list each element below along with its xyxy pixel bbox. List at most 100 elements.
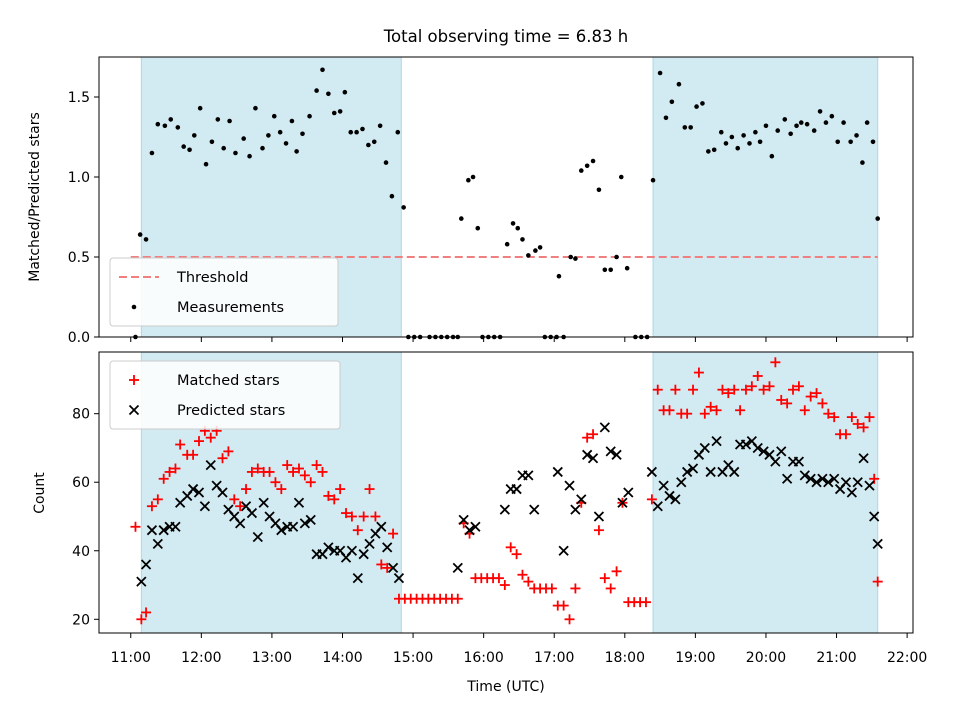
matched-point <box>229 494 240 505</box>
matched-point <box>358 511 369 522</box>
matched-point <box>746 381 757 392</box>
data-point <box>366 142 371 148</box>
matched-point <box>305 477 316 488</box>
data-point <box>735 145 741 151</box>
x-tick-label: 19:00 <box>675 650 715 666</box>
data-point <box>782 117 788 122</box>
data-point <box>811 128 817 133</box>
matched-point <box>205 432 216 443</box>
data-point <box>215 117 221 122</box>
matched-point <box>817 398 828 409</box>
predicted-point <box>617 497 628 508</box>
predicted-point <box>564 480 575 491</box>
predicted-point <box>552 466 563 478</box>
predicted-point <box>611 449 622 460</box>
legend: Matched stars Predicted stars <box>109 360 341 430</box>
matched-point <box>282 460 293 471</box>
matched-point <box>740 384 751 395</box>
matched-point <box>505 542 516 553</box>
data-point <box>383 160 389 165</box>
matched-point <box>758 384 769 395</box>
data-point <box>149 150 155 156</box>
data-point <box>584 163 590 169</box>
data-point <box>537 245 543 250</box>
data-point <box>266 133 271 138</box>
data-point <box>757 139 763 145</box>
matched-point <box>646 494 657 505</box>
data-point <box>841 120 846 125</box>
predicted-point <box>593 511 605 522</box>
predicted-point <box>393 573 405 584</box>
matched-point <box>317 466 328 477</box>
x-tick-label: 16:00 <box>463 650 503 666</box>
data-point <box>578 168 584 173</box>
matched-point <box>164 466 175 477</box>
predicted-point <box>136 576 147 587</box>
data-point <box>389 193 395 199</box>
matched-point <box>152 494 163 505</box>
matched-point <box>546 583 557 594</box>
data-point <box>401 205 406 210</box>
predicted-point <box>864 480 875 491</box>
predicted-point <box>299 518 310 529</box>
matched-point <box>872 576 883 587</box>
data-point <box>614 254 619 260</box>
matched-point <box>764 381 775 392</box>
matched-point <box>735 405 746 416</box>
data-point <box>556 273 562 279</box>
predicted-point <box>452 562 463 574</box>
data-point <box>729 134 735 140</box>
matched-point <box>840 429 851 440</box>
matched-point <box>717 384 728 395</box>
legend-label: Predicted stars <box>177 403 285 419</box>
predicted-point <box>858 453 869 464</box>
predicted-point <box>770 456 781 467</box>
matched-point <box>823 408 834 419</box>
data-point <box>331 110 337 116</box>
data-point <box>277 129 283 135</box>
data-point <box>533 248 538 253</box>
predicted-point <box>599 422 610 433</box>
predicted-point <box>499 504 510 515</box>
x-tick-label: 11:00 <box>111 650 151 666</box>
x-tick-label: 18:00 <box>605 650 645 666</box>
data-point <box>307 113 312 119</box>
matched-point <box>293 463 304 474</box>
data-point <box>817 109 823 114</box>
bottom-y-axis-label: Count <box>32 472 48 514</box>
data-point <box>700 101 705 106</box>
legend-marker <box>129 375 139 385</box>
matched-point <box>664 405 675 416</box>
data-point <box>241 136 246 141</box>
legend-box <box>109 360 341 430</box>
data-point <box>260 145 265 151</box>
data-point <box>590 158 596 164</box>
matched-point <box>130 521 141 532</box>
top-panel: 0.0 0.5 1.0 1.5 Threshold Measurements <box>68 56 914 346</box>
predicted-point <box>740 439 752 450</box>
data-point <box>314 88 319 93</box>
data-point <box>860 160 865 165</box>
matched-point <box>611 566 622 577</box>
matched-point <box>193 436 204 447</box>
data-point <box>137 232 143 237</box>
data-point <box>864 120 870 125</box>
data-point <box>191 133 197 138</box>
matched-point <box>799 405 810 416</box>
y-tick-label: 40 <box>72 544 90 560</box>
matched-point <box>146 501 157 512</box>
predicted-point <box>752 442 763 454</box>
predicted-point <box>376 521 387 532</box>
matched-point <box>270 477 281 488</box>
matched-point <box>158 473 169 484</box>
data-point <box>769 153 775 159</box>
data-point <box>688 125 693 130</box>
predicted-point <box>817 473 828 484</box>
predicted-point <box>869 511 880 522</box>
x-axis: 11:00 12:00 13:00 14:00 15:00 16:00 17:00 18:00… <box>111 650 928 666</box>
matched-point <box>136 614 147 625</box>
data-point <box>718 129 724 135</box>
matched-point <box>335 484 346 495</box>
matched-point <box>852 418 863 429</box>
